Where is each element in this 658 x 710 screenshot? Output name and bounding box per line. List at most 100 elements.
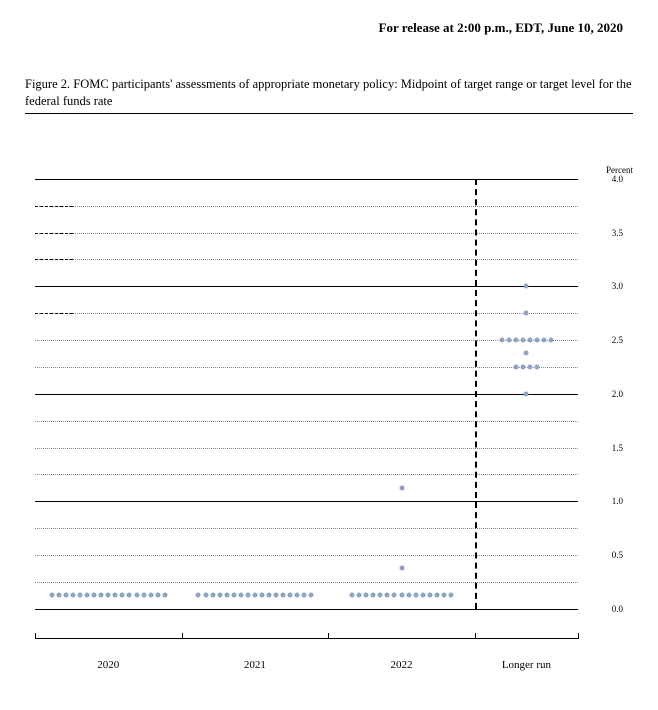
- dot: [267, 593, 272, 598]
- x-axis-label: 2022: [391, 659, 413, 671]
- dot: [364, 593, 369, 598]
- gridline-major: [35, 179, 578, 180]
- dot: [350, 593, 355, 598]
- dot: [527, 338, 532, 343]
- gridline-minor: [35, 206, 578, 207]
- x-tick: [475, 633, 476, 639]
- dot: [524, 311, 529, 316]
- dot: [63, 593, 68, 598]
- dot: [196, 593, 201, 598]
- dot: [49, 593, 54, 598]
- dot: [527, 364, 532, 369]
- left-stub: [35, 259, 73, 260]
- plot-area: 0.00.51.01.52.02.53.03.54.0: [35, 179, 578, 609]
- longer-run-divider: [475, 179, 477, 609]
- dot: [357, 593, 362, 598]
- gridline-major: [35, 286, 578, 287]
- dot: [127, 593, 132, 598]
- y-tick-label: 0.5: [612, 550, 623, 560]
- dot: [155, 593, 160, 598]
- gridline-major: [35, 394, 578, 395]
- dot: [399, 593, 404, 598]
- dot: [406, 593, 411, 598]
- dot: [288, 593, 293, 598]
- dot: [113, 593, 118, 598]
- dot: [535, 338, 540, 343]
- dot-plot-chart: Percent 0.00.51.01.52.02.53.03.54.0 2020…: [25, 169, 633, 609]
- dot: [499, 338, 504, 343]
- y-tick-label: 1.5: [612, 443, 623, 453]
- y-tick-label: 1.0: [612, 496, 623, 506]
- gridline-minor: [35, 367, 578, 368]
- gridline-major: [35, 501, 578, 502]
- dot: [106, 593, 111, 598]
- dot: [524, 351, 529, 356]
- dot: [92, 593, 97, 598]
- dot: [141, 593, 146, 598]
- x-axis-ticks: [35, 633, 578, 639]
- left-stub: [35, 313, 73, 314]
- dot: [399, 566, 404, 571]
- dot: [274, 593, 279, 598]
- gridline-minor: [35, 528, 578, 529]
- x-axis-label: 2021: [244, 659, 266, 671]
- dot: [441, 593, 446, 598]
- gridline-minor: [35, 555, 578, 556]
- dot: [542, 338, 547, 343]
- dot: [520, 338, 525, 343]
- gridline-minor: [35, 233, 578, 234]
- dot: [385, 593, 390, 598]
- dot: [535, 364, 540, 369]
- dot: [203, 593, 208, 598]
- gridline-minor: [35, 582, 578, 583]
- figure-title: Figure 2. FOMC participants' assessments…: [25, 76, 633, 110]
- left-stub: [35, 233, 73, 234]
- dot: [513, 364, 518, 369]
- dot: [392, 593, 397, 598]
- dot: [448, 593, 453, 598]
- dot: [434, 593, 439, 598]
- x-axis-label: 2020: [97, 659, 119, 671]
- x-tick: [182, 633, 183, 639]
- dot: [85, 593, 90, 598]
- dot: [231, 593, 236, 598]
- dot: [120, 593, 125, 598]
- release-line: For release at 2:00 p.m., EDT, June 10, …: [25, 20, 623, 36]
- dot: [295, 593, 300, 598]
- gridline-minor: [35, 421, 578, 422]
- dot: [524, 284, 529, 289]
- dot: [302, 593, 307, 598]
- dot: [378, 593, 383, 598]
- y-tick-label: 2.0: [612, 389, 623, 399]
- gridline-minor: [35, 340, 578, 341]
- y-tick-label: 3.0: [612, 281, 623, 291]
- dot: [427, 593, 432, 598]
- dot: [217, 593, 222, 598]
- dot: [252, 593, 257, 598]
- dot: [513, 338, 518, 343]
- dot: [549, 338, 554, 343]
- dot: [309, 593, 314, 598]
- y-tick-label: 3.5: [612, 228, 623, 238]
- gridline-minor: [35, 474, 578, 475]
- dot: [210, 593, 215, 598]
- gridline-minor: [35, 259, 578, 260]
- dot: [245, 593, 250, 598]
- y-tick-label: 2.5: [612, 335, 623, 345]
- gridline-minor: [35, 313, 578, 314]
- dot: [134, 593, 139, 598]
- x-tick: [35, 633, 36, 639]
- y-tick-label: 0.0: [612, 604, 623, 614]
- dot: [71, 593, 76, 598]
- dot: [413, 593, 418, 598]
- dot: [371, 593, 376, 598]
- dot: [56, 593, 61, 598]
- dot: [524, 391, 529, 396]
- gridline-major: [35, 609, 578, 610]
- dot: [238, 593, 243, 598]
- title-rule: [25, 113, 633, 114]
- dot: [399, 485, 404, 490]
- dot: [520, 364, 525, 369]
- x-axis-label: Longer run: [502, 659, 551, 671]
- dot: [148, 593, 153, 598]
